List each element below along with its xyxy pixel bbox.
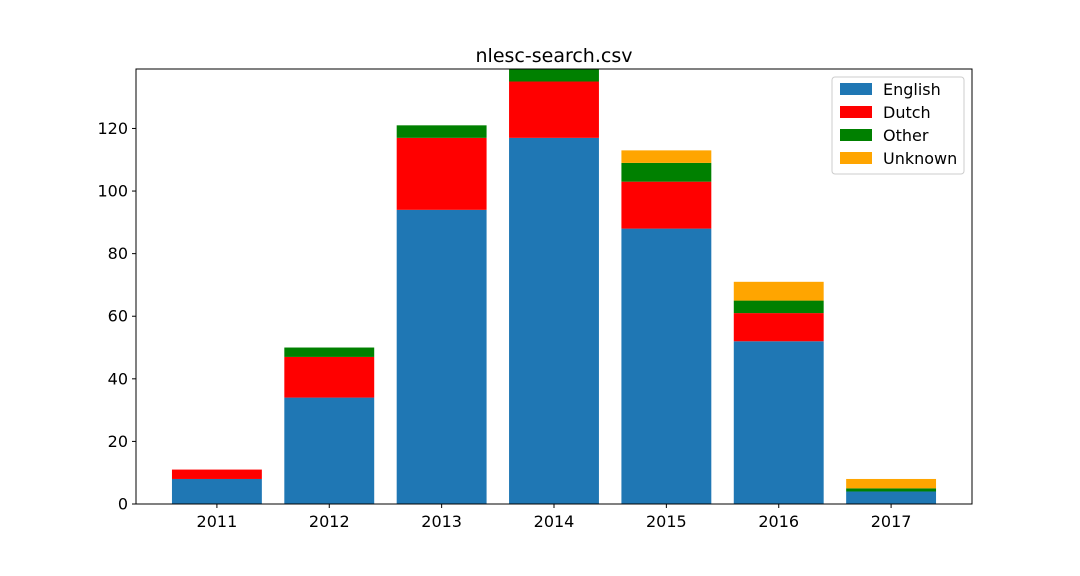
- legend-label-unknown: Unknown: [883, 149, 957, 168]
- legend-swatch-dutch: [840, 106, 872, 118]
- bar-dutch-2012: [284, 356, 375, 398]
- bar-dutch-2014: [509, 81, 599, 138]
- legend-swatch-other: [840, 129, 872, 141]
- legend-box: [831, 76, 965, 175]
- bar-other-2016: [733, 300, 824, 314]
- y-tick-label: 60: [108, 307, 128, 326]
- y-tick-label: 20: [108, 432, 128, 451]
- x-tick-label: 2015: [646, 512, 687, 531]
- legend-label-dutch: Dutch: [883, 103, 931, 122]
- axes-layer: 2011 2012 2013 2014 2015 2016 2017 0 20 40 60 80 100…: [97, 119, 911, 531]
- bar-unknown-2015: [621, 150, 712, 163]
- y-tick-label: 40: [108, 369, 128, 388]
- bars-layer: [171, 69, 937, 504]
- bar-dutch-2016: [733, 313, 824, 342]
- bar-other-2014: [509, 69, 599, 82]
- bar-english-2017: [846, 491, 937, 504]
- legend: English Dutch Other Unknown: [831, 76, 965, 175]
- x-tick-label: 2012: [309, 512, 350, 531]
- x-tick-label: 2016: [758, 512, 799, 531]
- bar-unknown-2017: [846, 478, 937, 489]
- y-tick-label: 0: [118, 495, 128, 514]
- bar-other-2013: [396, 125, 487, 138]
- chart-title: nlesc-search.csv: [476, 45, 633, 67]
- legend-swatch-english: [840, 83, 872, 95]
- y-tick-label: 120: [97, 119, 128, 138]
- x-tick-label: 2014: [534, 512, 575, 531]
- bar-english-2011: [171, 478, 262, 504]
- legend-label-english: English: [883, 80, 941, 99]
- bar-unknown-2016: [733, 281, 824, 301]
- bar-english-2015: [621, 228, 712, 504]
- x-tick-label: 2017: [871, 512, 912, 531]
- legend-swatch-unknown: [840, 152, 872, 164]
- x-tick-label: 2013: [421, 512, 462, 531]
- bar-dutch-2011: [171, 469, 262, 479]
- bar-english-2012: [284, 397, 375, 504]
- bar-english-2016: [733, 341, 824, 504]
- x-tick-label: 2011: [197, 512, 238, 531]
- bar-dutch-2015: [621, 181, 712, 229]
- y-tick-label: 80: [108, 244, 128, 263]
- bar-other-2015: [621, 162, 712, 182]
- bar-other-2017: [846, 488, 937, 492]
- legend-label-other: Other: [883, 126, 929, 145]
- bar-english-2014: [509, 137, 599, 504]
- bar-english-2013: [396, 209, 487, 504]
- bar-dutch-2013: [396, 137, 487, 210]
- bar-other-2012: [284, 347, 375, 357]
- y-tick-label: 100: [97, 182, 128, 201]
